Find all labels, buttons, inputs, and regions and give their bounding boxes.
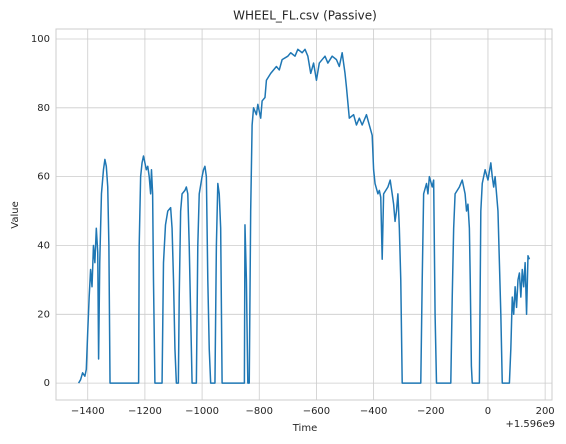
y-tick-label: 100 — [31, 34, 50, 45]
plot-frame — [55, 28, 553, 401]
x-tick-label: −800 — [246, 406, 273, 417]
x-tick-label: −200 — [417, 406, 444, 417]
y-axis-label: Value — [10, 201, 21, 228]
chart-title: WHEEL_FL.csv (Passive) — [233, 9, 377, 23]
x-offset-label: +1.596e9 — [505, 419, 555, 430]
x-tick-label: −600 — [303, 406, 330, 417]
x-tick-label: −1400 — [71, 406, 105, 417]
x-tick-label: 200 — [536, 406, 555, 417]
x-axis-label: Time — [292, 423, 317, 434]
x-tick-label: 0 — [485, 406, 491, 417]
y-tick-label: 80 — [37, 103, 50, 114]
x-tick-label: −1000 — [185, 406, 219, 417]
y-tick-label: 60 — [37, 172, 50, 183]
data-line — [77, 48, 531, 384]
y-tick-label: 20 — [37, 309, 50, 320]
y-tick-label: 40 — [37, 240, 50, 251]
x-tick-label: −1200 — [128, 406, 162, 417]
x-tick-label: −400 — [360, 406, 387, 417]
y-tick-label: 0 — [44, 378, 50, 389]
